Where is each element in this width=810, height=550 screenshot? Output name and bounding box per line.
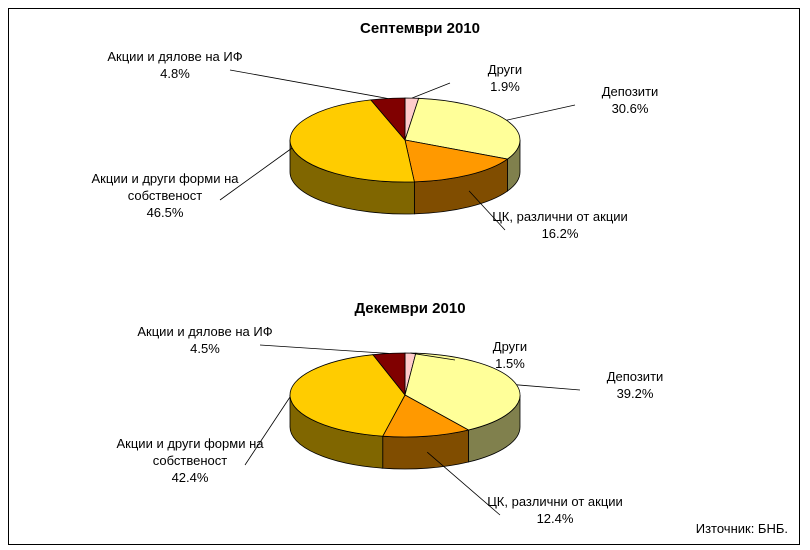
value-label: 16.2% bbox=[541, 226, 579, 241]
leader-line bbox=[506, 104, 576, 121]
pie-slice bbox=[404, 97, 521, 160]
data-label: Депозити 39.2% bbox=[560, 368, 710, 402]
data-label: Акции и дялове на ИФ 4.8% bbox=[100, 48, 250, 82]
data-label: ЦК, различни от акции 12.4% bbox=[480, 493, 630, 527]
category-name: Акции и дялове на ИФ bbox=[137, 324, 273, 339]
leader-line bbox=[259, 344, 389, 354]
value-label: 30.6% bbox=[611, 101, 649, 116]
data-label: Акции и други форми на собственост 46.5% bbox=[90, 170, 240, 221]
value-label: 1.9% bbox=[490, 79, 520, 94]
category-name: Други bbox=[492, 339, 528, 354]
data-label: Депозити 30.6% bbox=[555, 83, 705, 117]
value-label: 1.5% bbox=[495, 356, 525, 371]
category-name: Акции и други форми на собственост bbox=[91, 170, 239, 203]
category-name: ЦК, различни от акции bbox=[487, 494, 623, 509]
category-name: Депозити bbox=[606, 369, 664, 384]
chart-title: Декември 2010 bbox=[354, 300, 466, 317]
data-label: Акции и други форми на собственост 42.4% bbox=[115, 435, 265, 486]
value-label: 39.2% bbox=[616, 386, 654, 401]
leader-line bbox=[411, 82, 451, 99]
leader-line bbox=[468, 190, 506, 231]
value-label: 42.4% bbox=[171, 469, 209, 485]
pie-slice bbox=[382, 394, 470, 438]
data-label: ЦК, различни от акции 16.2% bbox=[485, 208, 635, 242]
category-name: Акции и дялове на ИФ bbox=[107, 49, 243, 64]
value-label: 4.8% bbox=[160, 66, 190, 81]
leader-line bbox=[244, 396, 291, 466]
value-label: 12.4% bbox=[536, 511, 574, 526]
data-label: Други 1.9% bbox=[430, 61, 580, 95]
value-label: 4.5% bbox=[190, 341, 220, 356]
leader-line bbox=[229, 69, 388, 99]
category-name: Депозити bbox=[601, 84, 659, 99]
data-label: Акции и дялове на ИФ 4.5% bbox=[130, 323, 280, 357]
leader-line bbox=[410, 352, 456, 361]
source-note: Източник: БНБ. bbox=[695, 521, 788, 536]
pie-slice bbox=[289, 354, 406, 437]
leader-line bbox=[426, 451, 501, 516]
category-name: ЦК, различни от акции bbox=[492, 209, 628, 224]
leader-line bbox=[219, 147, 293, 201]
data-label: Други 1.5% bbox=[435, 338, 585, 372]
leader-line bbox=[516, 384, 581, 391]
pie-slice bbox=[404, 139, 509, 183]
category-name: Акции и други форми на собственост bbox=[116, 435, 264, 468]
category-name: Други bbox=[487, 62, 523, 77]
value-label: 46.5% bbox=[146, 204, 184, 220]
chart-title: Септември 2010 bbox=[360, 20, 480, 37]
